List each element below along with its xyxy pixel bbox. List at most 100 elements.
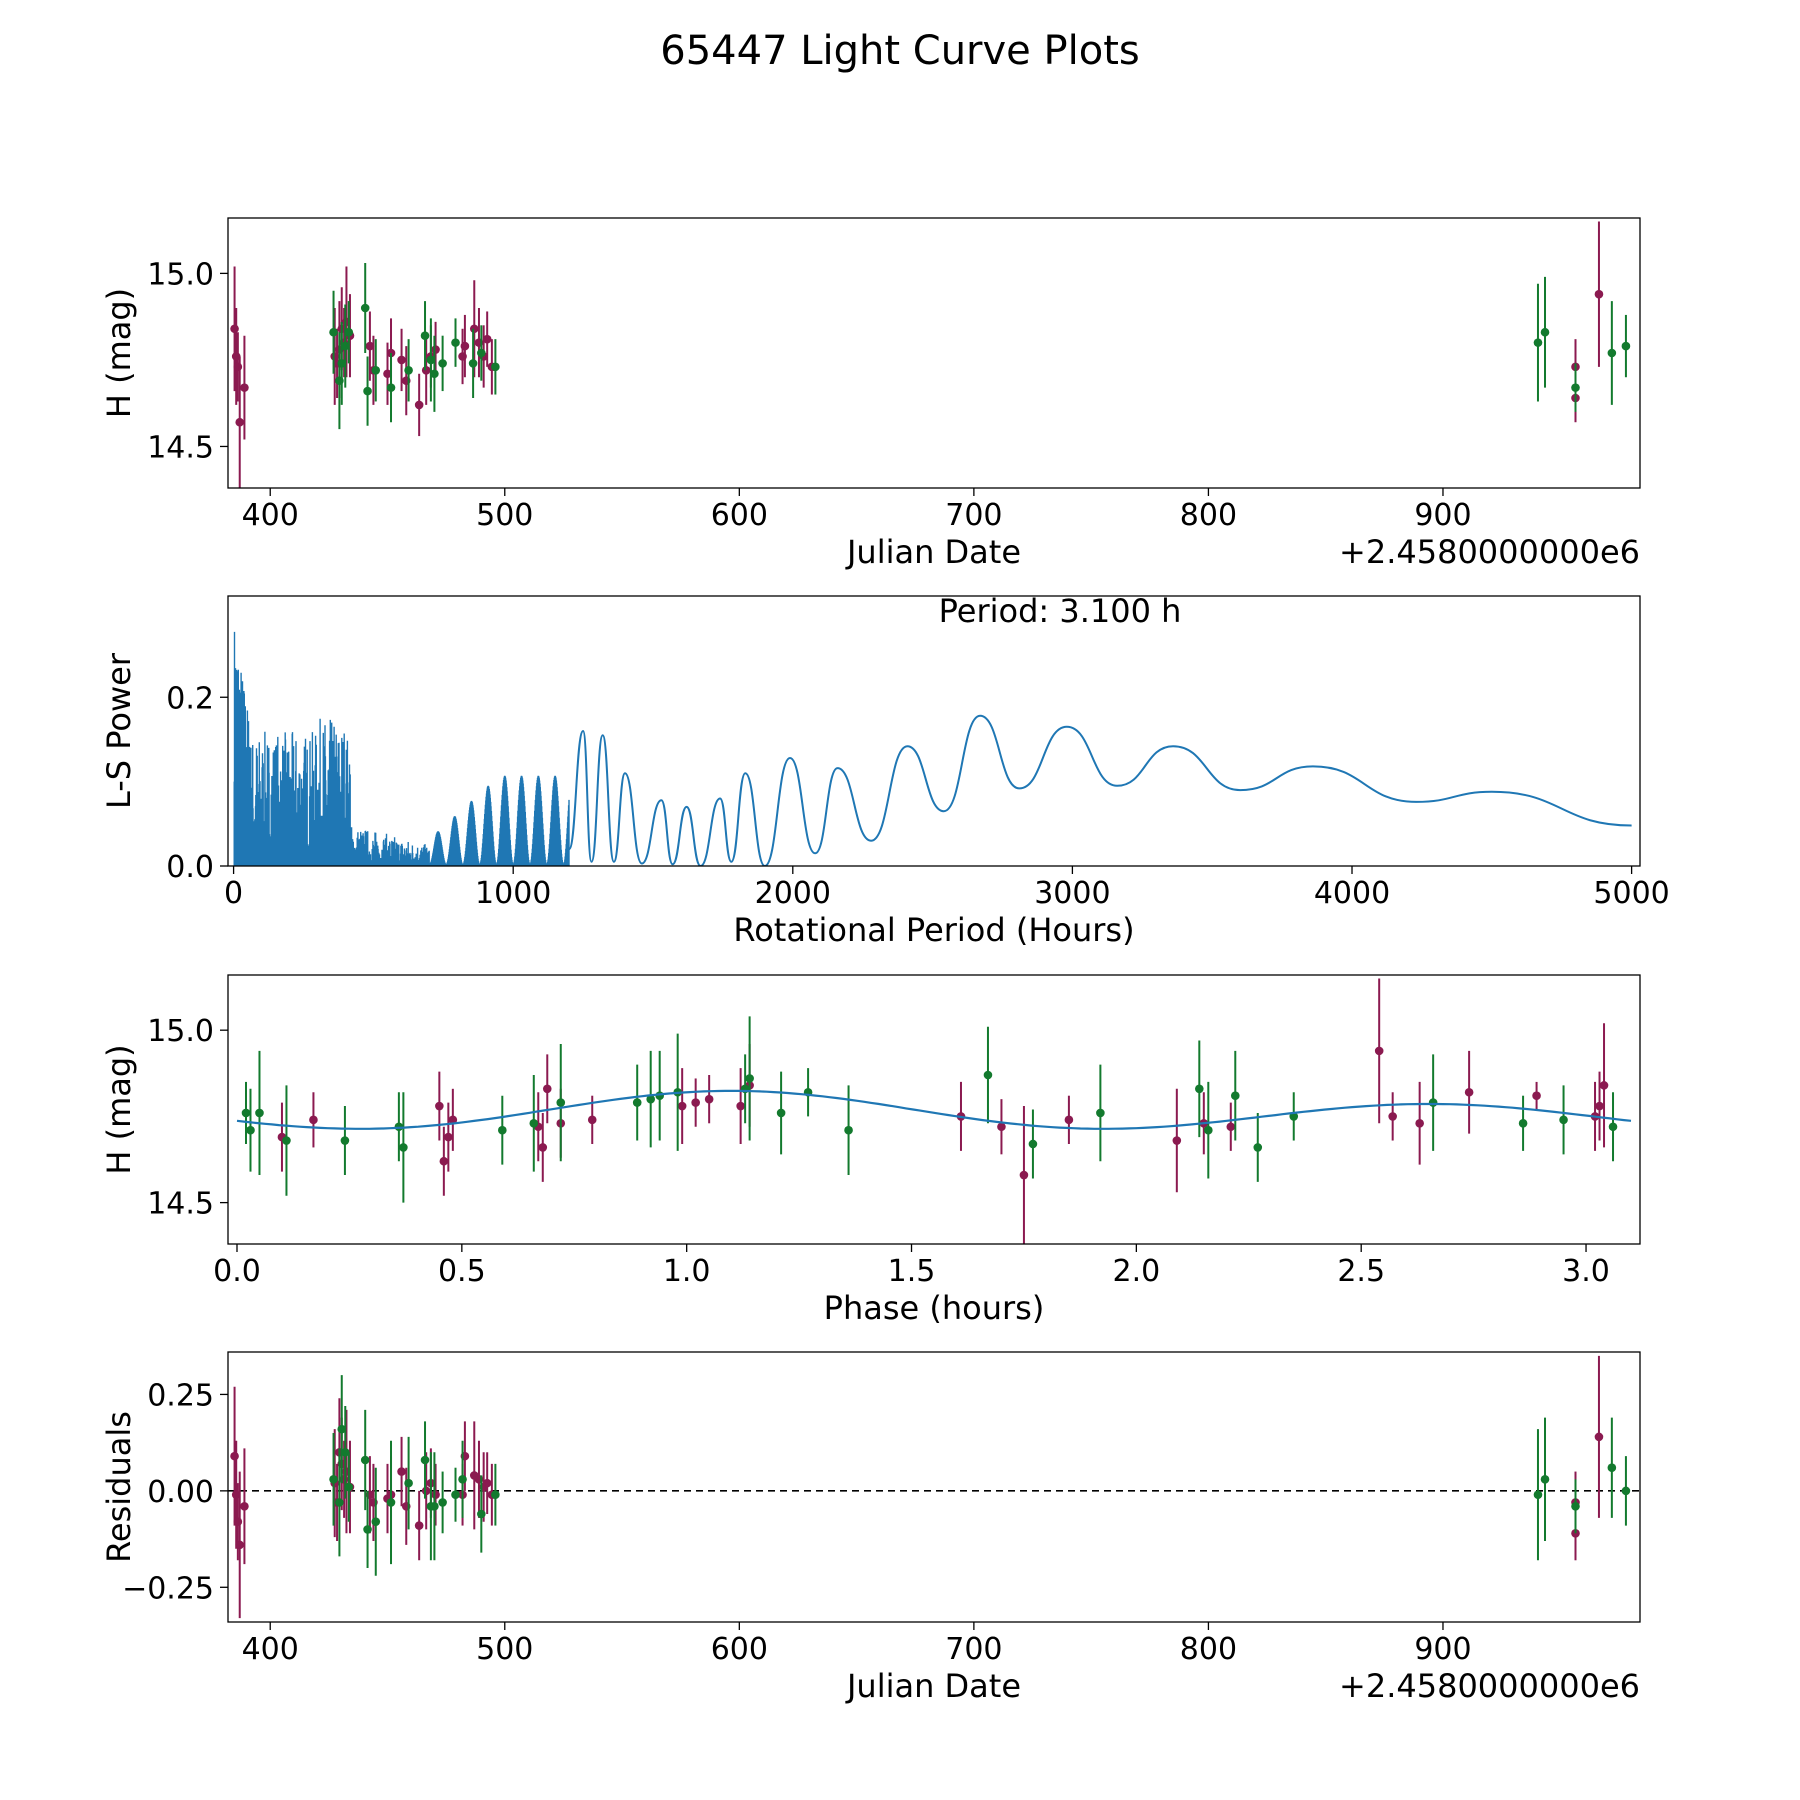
red-data-point bbox=[431, 345, 440, 354]
red-data-point bbox=[736, 1101, 745, 1111]
green-data-point bbox=[340, 1447, 350, 1457]
red-data-point bbox=[1064, 1115, 1074, 1125]
green-data-point bbox=[745, 1074, 754, 1083]
x-tick-label: 2.5 bbox=[1337, 1254, 1385, 1289]
y-tick-label: 14.5 bbox=[147, 430, 214, 465]
green-data-point bbox=[420, 331, 430, 340]
red-data-point bbox=[421, 366, 431, 375]
green-data-point bbox=[477, 348, 486, 358]
y-axis-label: H (mag) bbox=[100, 288, 138, 418]
green-data-point bbox=[632, 1098, 642, 1107]
green-data-point bbox=[430, 1501, 439, 1511]
red-data-point bbox=[240, 1501, 249, 1511]
x-tick-label: 400 bbox=[242, 498, 299, 533]
x-tick-label: 900 bbox=[1414, 1632, 1471, 1667]
x-tick-label: 900 bbox=[1414, 498, 1471, 533]
green-data-point bbox=[363, 386, 372, 396]
red-data-point bbox=[414, 400, 424, 410]
y-axis-label: L-S Power bbox=[100, 652, 138, 809]
green-data-point bbox=[556, 1098, 566, 1107]
phase-folded-panel: 0.0 0.5 1.0 1.5 2.0 2.5 3.0 14.5 15.0 Phase (hour… bbox=[100, 974, 1641, 1327]
green-data-point bbox=[386, 383, 396, 392]
red-data-point bbox=[439, 1156, 449, 1166]
green-data-point bbox=[340, 1136, 350, 1145]
green-data-point bbox=[420, 1455, 430, 1465]
red-data-point bbox=[542, 1084, 552, 1094]
x-offset-label: +2.4580000000e6 bbox=[1339, 1667, 1640, 1705]
x-tick-label: 2000 bbox=[755, 876, 831, 911]
x-tick-label: 600 bbox=[711, 498, 768, 533]
y-tick-label: 0.00 bbox=[147, 1475, 214, 1510]
green-data-point bbox=[458, 1474, 467, 1484]
red-data-point bbox=[233, 362, 243, 372]
red-data-point bbox=[1226, 1122, 1236, 1132]
green-data-point bbox=[399, 1143, 408, 1152]
red-data-point bbox=[435, 1101, 444, 1111]
green-data-point bbox=[430, 369, 439, 379]
green-data-point bbox=[1533, 1490, 1543, 1500]
green-data-point bbox=[363, 1525, 372, 1534]
green-data-point bbox=[844, 1125, 853, 1135]
x-tick-label: 1.0 bbox=[663, 1254, 711, 1289]
periodogram-panel: 0 1000 2000 3000 4000 5000 0.0 0.2 Rotational Pe… bbox=[100, 592, 1670, 949]
y-tick-label: 14.5 bbox=[147, 1187, 214, 1222]
red-data-point bbox=[414, 1521, 424, 1530]
red-data-point bbox=[309, 1115, 318, 1125]
x-tick-label: 0.5 bbox=[438, 1254, 486, 1289]
x-axis-label: Julian Date bbox=[845, 533, 1021, 571]
period-annotation: Period: 3.100 h bbox=[939, 592, 1182, 630]
green-data-point bbox=[329, 327, 338, 337]
x-tick-label: 0.0 bbox=[213, 1254, 261, 1289]
red-data-point bbox=[587, 1115, 597, 1125]
green-data-point bbox=[1559, 1115, 1568, 1125]
plot-frame bbox=[227, 595, 1641, 867]
plot-frame bbox=[227, 1351, 1641, 1623]
green-data-point bbox=[1096, 1108, 1105, 1118]
x-tick-label: 3000 bbox=[1034, 876, 1110, 911]
x-tick-label: 400 bbox=[242, 1632, 299, 1667]
red-data-point bbox=[691, 1098, 700, 1107]
green-data-point bbox=[282, 1136, 291, 1145]
residuals-panel: 400 500 600 700 800 900 −0.25 0.00 0.25 Julian Da… bbox=[100, 1351, 1641, 1705]
green-data-point bbox=[344, 1482, 354, 1492]
x-tick-label: 1.5 bbox=[888, 1254, 936, 1289]
x-tick-label: 4000 bbox=[1314, 876, 1390, 911]
x-tick-label: 800 bbox=[1180, 498, 1237, 533]
green-data-point bbox=[451, 338, 460, 347]
green-data-point bbox=[255, 1108, 264, 1118]
x-offset-label: +2.4580000000e6 bbox=[1339, 533, 1640, 571]
y-tick-label: 0.25 bbox=[147, 1378, 214, 1413]
red-data-point bbox=[1374, 1046, 1384, 1056]
green-data-point bbox=[477, 1509, 486, 1519]
green-data-point bbox=[776, 1108, 786, 1118]
green-data-point bbox=[1028, 1139, 1038, 1149]
y-tick-label: 0.0 bbox=[166, 850, 214, 885]
x-tick-label: 5000 bbox=[1593, 876, 1669, 911]
data-points bbox=[236, 978, 1632, 1244]
green-data-point bbox=[438, 1498, 447, 1507]
green-data-point bbox=[404, 1478, 413, 1488]
y-tick-label: 15.0 bbox=[147, 257, 214, 292]
red-data-point bbox=[1388, 1112, 1397, 1121]
green-data-point bbox=[360, 1455, 370, 1465]
x-tick-label: 2.0 bbox=[1112, 1254, 1160, 1289]
green-data-point bbox=[1621, 1486, 1631, 1496]
green-data-point bbox=[1195, 1084, 1204, 1094]
x-axis-label: Phase (hours) bbox=[824, 1289, 1045, 1327]
red-data-point bbox=[365, 341, 375, 351]
red-data-point bbox=[1532, 1091, 1541, 1101]
x-tick-label: 700 bbox=[945, 498, 1002, 533]
x-tick-label: 0 bbox=[224, 876, 243, 911]
y-tick-label: 0.2 bbox=[166, 681, 214, 716]
y-tick-label: 15.0 bbox=[147, 1014, 214, 1049]
red-data-point bbox=[397, 1467, 406, 1476]
red-data-point bbox=[421, 1486, 431, 1496]
green-data-point bbox=[529, 1118, 539, 1128]
y-axis-label: H (mag) bbox=[100, 1044, 138, 1174]
red-data-point bbox=[235, 1540, 245, 1550]
red-data-point bbox=[1594, 289, 1604, 299]
green-data-point bbox=[241, 1108, 251, 1118]
x-tick-label: 800 bbox=[1180, 1632, 1237, 1667]
red-data-point bbox=[482, 1478, 492, 1488]
